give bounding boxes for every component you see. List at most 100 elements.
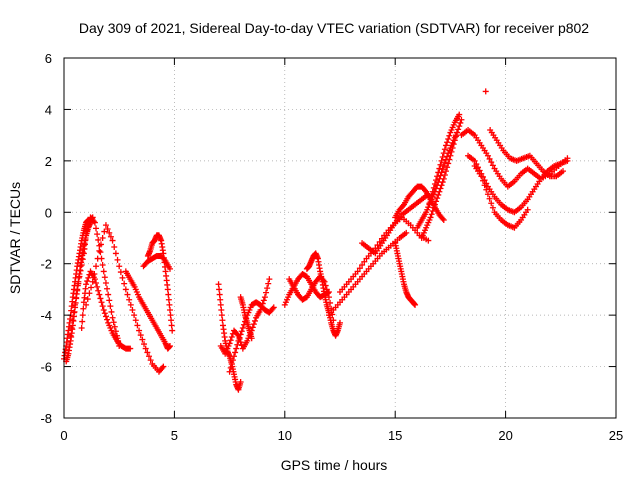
data-point [99, 235, 106, 241]
data-point [440, 163, 447, 169]
y-tick-label: -8 [40, 411, 52, 426]
x-tick-label: 10 [278, 428, 292, 443]
data-point [488, 159, 495, 166]
x-tick-label: 15 [388, 428, 402, 443]
data-point [88, 284, 95, 291]
data-point [106, 229, 113, 236]
data-point [102, 313, 109, 320]
data-point [263, 289, 270, 296]
data-point [428, 192, 435, 199]
data-point [251, 317, 258, 324]
data-point [93, 263, 100, 270]
axis-ticks [63, 57, 617, 419]
data-point [524, 206, 531, 213]
data-point [232, 349, 239, 356]
data-point [84, 296, 91, 303]
data-point [67, 332, 74, 339]
data-point [479, 177, 486, 184]
series-outlier [482, 88, 489, 95]
series-arc-6 [122, 268, 173, 352]
data-point [438, 157, 445, 164]
data-point [440, 217, 447, 223]
data-point [488, 200, 495, 207]
data-point [94, 231, 101, 238]
data-point [441, 172, 448, 178]
y-axis-label: SDTVAR / TECUs [7, 182, 23, 294]
data-point [168, 322, 175, 329]
data-point [431, 201, 438, 208]
data-point [457, 119, 464, 126]
x-tick-label: 25 [609, 428, 623, 443]
data-point [454, 129, 461, 136]
x-tick-label: 20 [498, 428, 512, 443]
series-arc-20 [392, 240, 419, 308]
data-point [122, 286, 129, 293]
data-point [166, 343, 173, 349]
series-arc-5 [83, 222, 167, 375]
data-point [439, 179, 446, 186]
data-point [95, 236, 102, 243]
data-point [216, 291, 223, 298]
y-tick-label: 2 [45, 154, 52, 169]
data-point [431, 181, 438, 187]
data-point [436, 165, 443, 172]
data-point [361, 258, 368, 265]
data-point [354, 268, 361, 275]
data-point [234, 341, 241, 348]
data-point [439, 154, 446, 160]
data-point [72, 301, 79, 308]
data-point [99, 262, 106, 268]
data-point [84, 227, 91, 234]
data-point [167, 312, 174, 319]
data-point [104, 226, 111, 232]
data-point [83, 281, 90, 288]
data-point [422, 187, 429, 194]
data-point [489, 162, 496, 169]
data-point [248, 335, 255, 342]
data-point [102, 280, 109, 286]
data-point [228, 334, 235, 340]
data-point [164, 286, 171, 293]
data-point [89, 278, 96, 285]
data-point [97, 241, 104, 248]
data-point [100, 268, 107, 275]
data-point [478, 173, 485, 180]
plot-frame [63, 57, 617, 419]
data-point [428, 211, 435, 218]
data-point [237, 379, 244, 385]
x-tick-label: 0 [60, 428, 67, 443]
data-point [166, 307, 173, 313]
data-point [134, 322, 141, 329]
data-point [484, 152, 491, 159]
data-point [429, 208, 436, 214]
data-point [430, 204, 437, 211]
series-arc-3 [67, 214, 123, 349]
data-point [159, 364, 166, 371]
data-point [102, 222, 109, 229]
data-point [83, 232, 90, 239]
data-point [74, 287, 81, 294]
data-point [403, 229, 410, 236]
data-point [399, 202, 406, 209]
data-point [440, 175, 447, 182]
x-axis-label: GPS time / hours [281, 457, 388, 473]
data-point [260, 297, 267, 304]
y-tick-label: 6 [45, 51, 52, 66]
data-point [233, 345, 240, 352]
data-point [560, 168, 567, 175]
data-point [238, 328, 245, 335]
x-tick-labels: 0 5 10 15 20 25 [60, 428, 623, 443]
series-arc-18 [359, 191, 432, 257]
series-arc-27 [487, 127, 567, 180]
data-point [111, 323, 118, 330]
data-point [165, 291, 172, 298]
data-point [455, 126, 462, 133]
data-point [161, 256, 168, 263]
data-point [218, 312, 225, 319]
data-point [427, 196, 434, 203]
data-point [442, 168, 449, 175]
data-point [165, 296, 172, 303]
data-point [137, 332, 144, 339]
data-point [266, 276, 273, 283]
data-point [324, 290, 331, 297]
